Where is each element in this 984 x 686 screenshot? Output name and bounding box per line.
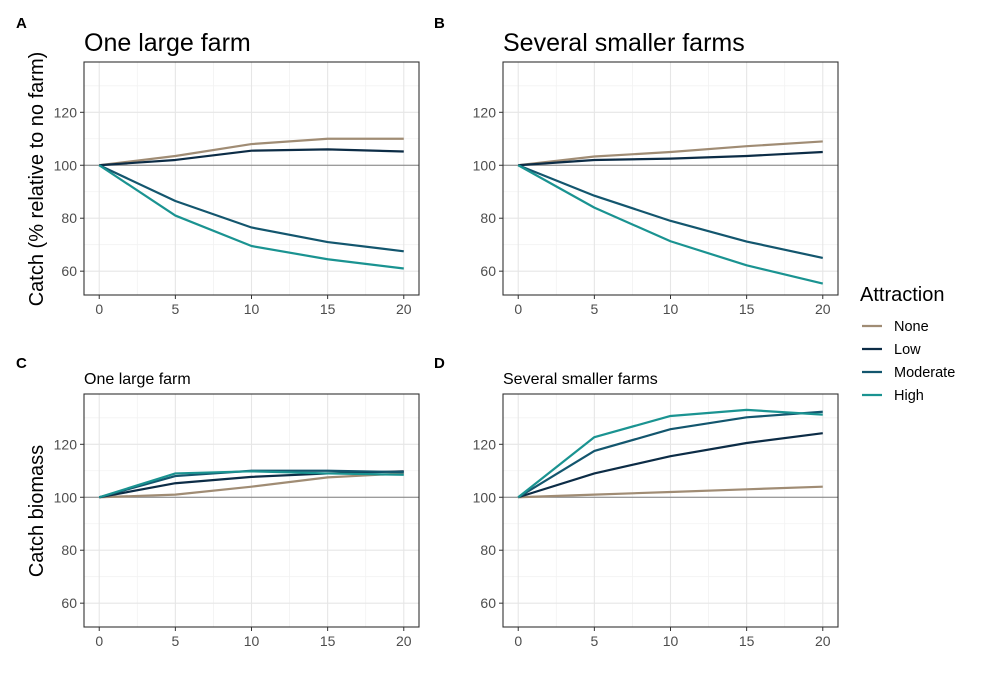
panel-tag: D — [434, 355, 445, 372]
series-line-low — [99, 470, 404, 499]
series-line-high — [517, 408, 823, 499]
x-tick-label: 15 — [320, 633, 336, 649]
panel-a: 0 5 10 15 20 60 80 100 120 A One large farm — [16, 15, 420, 317]
series-line-low — [518, 150, 823, 167]
y-tick-label: 100 — [473, 489, 497, 505]
x-tick-label: 20 — [815, 633, 831, 649]
x-tick-label: 5 — [171, 633, 179, 649]
y-tick-label: 60 — [480, 263, 496, 279]
legend-item-moderate: Moderate — [862, 365, 955, 381]
y-tick-label: 60 — [61, 263, 77, 279]
legend: Attraction None Low Moderate High — [860, 284, 955, 404]
y-axis-label-top: Catch (% relative to no farm) — [26, 52, 48, 307]
panel-title: Several smaller farms — [503, 29, 745, 57]
x-tick-label: 5 — [590, 633, 598, 649]
grid — [503, 394, 838, 627]
y-tick-label: 120 — [473, 104, 497, 120]
panel-title: One large farm — [84, 29, 251, 57]
y-tick-label: 100 — [473, 157, 497, 173]
x-tick-label: 15 — [320, 301, 336, 317]
x-tick-label: 10 — [244, 633, 260, 649]
panel-tag: B — [434, 15, 445, 32]
legend-label-moderate: Moderate — [894, 365, 955, 381]
series-line-moderate — [517, 410, 823, 499]
series-line-moderate — [517, 164, 824, 260]
series-line-none — [99, 137, 404, 167]
x-tick-label: 20 — [396, 633, 412, 649]
y-tick-label: 80 — [61, 542, 77, 558]
y-tick-label: 100 — [54, 157, 78, 173]
series-line-none — [99, 472, 404, 499]
legend-item-high: High — [862, 388, 924, 404]
series-line-moderate — [98, 164, 404, 253]
legend-label-high: High — [894, 388, 924, 404]
x-tick-label: 10 — [244, 301, 260, 317]
series-line-none — [518, 140, 823, 167]
x-tick-label: 10 — [663, 633, 679, 649]
panel-d: 0 5 10 15 20 60 80 100 120 D Several smaller farms — [434, 355, 839, 649]
series-line-high — [98, 470, 404, 499]
y-tick-label: 120 — [54, 436, 78, 452]
legend-label-low: Low — [894, 342, 921, 358]
legend-item-none: None — [862, 319, 929, 335]
series-line-none — [518, 485, 823, 499]
grid — [503, 62, 838, 295]
y-axis-label-bottom: Catch biomass — [26, 445, 48, 577]
x-tick-label: 0 — [514, 633, 522, 649]
x-tick-label: 15 — [739, 633, 755, 649]
panel-c: 0 5 10 15 20 60 80 100 120 C One large farm — [16, 355, 420, 649]
x-tick-label: 0 — [95, 301, 103, 317]
series-line-high — [517, 164, 824, 285]
y-tick-label: 60 — [61, 595, 77, 611]
panel-tag: C — [16, 355, 27, 372]
x-tick-label: 20 — [815, 301, 831, 317]
series-line-low — [517, 432, 823, 499]
x-tick-label: 0 — [95, 633, 103, 649]
y-tick-label: 100 — [54, 489, 78, 505]
legend-item-low: Low — [862, 342, 921, 358]
panel-tag: A — [16, 15, 27, 32]
x-tick-label: 15 — [739, 301, 755, 317]
x-tick-label: 0 — [514, 301, 522, 317]
panel-title: Several smaller farms — [503, 371, 658, 388]
panel-b: 0 5 10 15 20 60 80 100 120 B Several smaller farms — [434, 15, 839, 317]
x-tick-label: 20 — [396, 301, 412, 317]
legend-title: Attraction — [860, 284, 944, 306]
panel-title: One large farm — [84, 371, 191, 388]
x-tick-label: 10 — [663, 301, 679, 317]
y-tick-label: 120 — [54, 104, 78, 120]
y-tick-label: 80 — [480, 210, 496, 226]
y-tick-label: 80 — [61, 210, 77, 226]
x-tick-label: 5 — [171, 301, 179, 317]
x-tick-label: 5 — [590, 301, 598, 317]
series-line-low — [99, 148, 404, 167]
legend-label-none: None — [894, 319, 929, 335]
series-line-high — [98, 164, 404, 270]
y-tick-label: 60 — [480, 595, 496, 611]
y-tick-label: 120 — [473, 436, 497, 452]
y-tick-label: 80 — [480, 542, 496, 558]
